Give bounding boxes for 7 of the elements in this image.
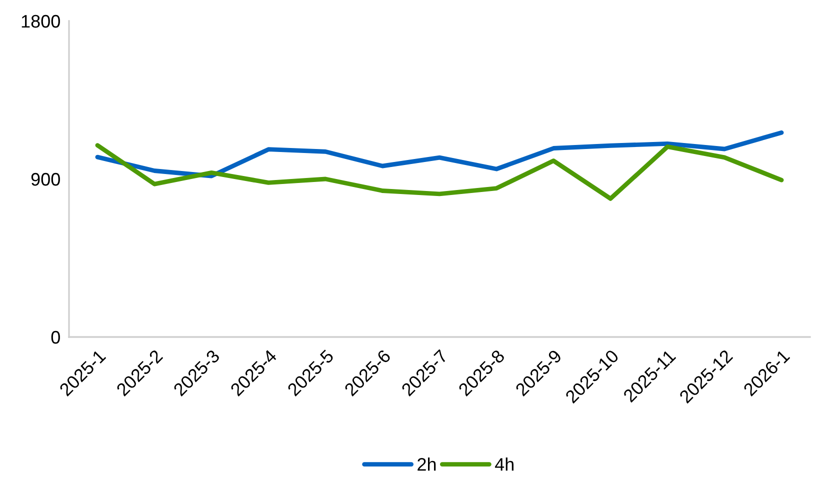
y-tick-label: 0 xyxy=(51,330,60,344)
line-series xyxy=(95,143,784,201)
y-tick-label: 900 xyxy=(31,172,60,186)
y-tick-label: 1800 xyxy=(22,14,60,28)
legend-label: 2h xyxy=(418,458,436,471)
line-series xyxy=(95,130,784,178)
legend-label: 4h xyxy=(494,458,514,471)
